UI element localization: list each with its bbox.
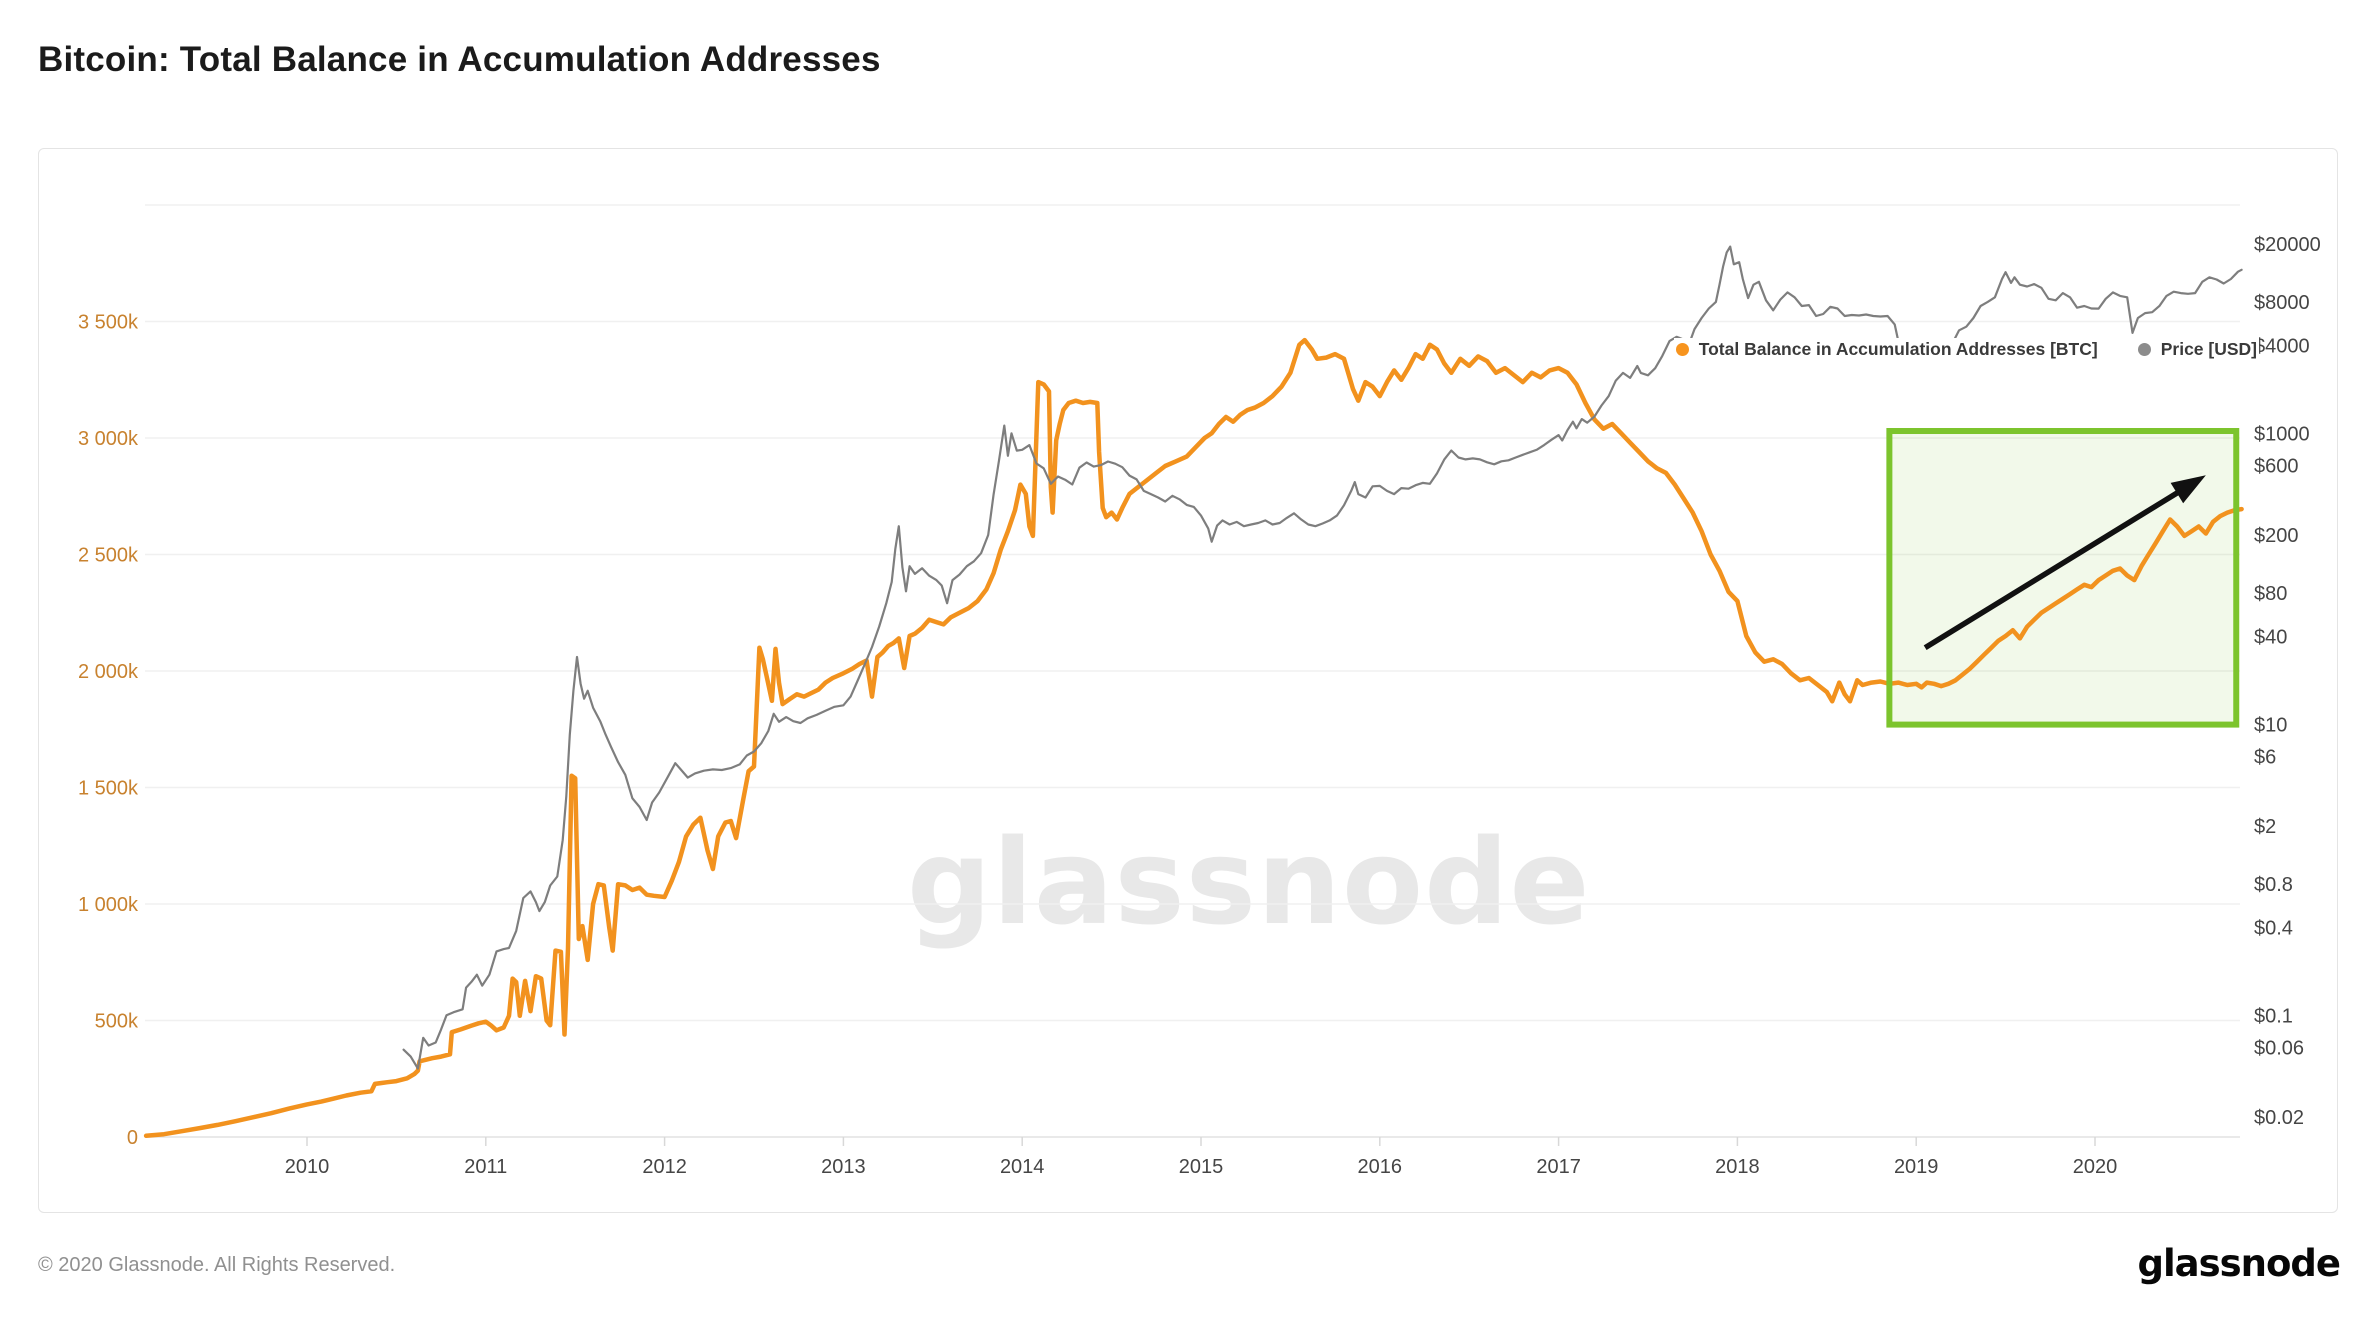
legend-item-label: Price [USD] (2160, 339, 2257, 359)
x-tick-label: 2013 (821, 1156, 866, 1178)
y-right-tick-label: $80 (2254, 583, 2287, 605)
y-right-tick-label: $0.06 (2254, 1038, 2304, 1060)
chart-plot: 0 500k 1 000k 1 500k 2 000k 2 500k 3 000k 3 500… (78, 204, 2321, 1178)
x-tick-label: 2012 (642, 1156, 687, 1178)
y-left-tick-label: 0 (127, 1127, 138, 1149)
y-right-tick-label: $200 (2254, 525, 2299, 547)
glassnode-logo: glassnode (2137, 1242, 2341, 1285)
y-left-tick-label: 2 500k (78, 545, 139, 567)
y-right-tick-label: $6 (2254, 747, 2276, 769)
chart-legend: Total Balance in Accumulation Addresses … (1673, 338, 2259, 361)
y-right-tick-label: $4000 (2254, 336, 2310, 358)
y-right-tick-label: $2 (2254, 816, 2276, 838)
legend-item-accumulation[interactable]: Total Balance in Accumulation Addresses … (1673, 338, 2100, 361)
x-tick-label: 2016 (1358, 1156, 1403, 1178)
highlight-box-border (1886, 428, 2240, 728)
y-right-tick-label: $0.8 (2254, 874, 2293, 896)
x-tick-label: 2018 (1715, 1156, 1760, 1178)
y-right-tick-label: $0.02 (2254, 1107, 2304, 1129)
chart-card: glassnode 0 500k 1 000k 1 500k 2 000k 2 500k 3… (38, 148, 2338, 1213)
x-tick-label: 2014 (1000, 1156, 1045, 1178)
legend-item-label: Total Balance in Accumulation Addresses … (1698, 339, 2098, 359)
x-tick-label: 2017 (1536, 1156, 1581, 1178)
y-left-tick-label: 2 000k (78, 661, 139, 683)
y-right-tick-label: $0.1 (2254, 1005, 2293, 1027)
y-right-tick-label: $40 (2254, 627, 2287, 649)
x-tick-label: 2010 (285, 1156, 330, 1178)
y-right-tick-label: $1000 (2254, 423, 2310, 445)
y-left-tick-label: 3 500k (78, 312, 139, 334)
x-tick-label: 2011 (464, 1156, 507, 1178)
footer-copyright: © 2020 Glassnode. All Rights Reserved. (38, 1254, 396, 1276)
legend-dot-icon (1675, 343, 1689, 356)
y-right-tick-label: $600 (2254, 456, 2299, 478)
series-accumulation-line (143, 337, 2244, 1139)
y-right-tick-label: $10 (2254, 714, 2287, 736)
x-tick-label: 2019 (1894, 1156, 1939, 1178)
trend-arrow-head (2170, 475, 2206, 504)
y-right-tick-label: $8000 (2254, 292, 2310, 314)
y-left-tick-label: 3 000k (78, 428, 139, 450)
x-tick-label: 2020 (2073, 1156, 2118, 1178)
y-left-tick-label: 1 000k (78, 894, 139, 916)
legend-item-price[interactable]: Price [USD] (2135, 338, 2259, 361)
x-tick-label: 2015 (1179, 1156, 1224, 1178)
y-left-tick-label: 500k (95, 1011, 139, 1033)
legend-dot-icon (2137, 343, 2151, 356)
page-title: Bitcoin: Total Balance in Accumulation A… (38, 40, 881, 79)
highlight-box-fill (1889, 431, 2237, 725)
y-left-tick-label: 1 500k (78, 778, 139, 800)
y-right-tick-label: $0.4 (2254, 918, 2293, 940)
trend-arrow-shaft (1923, 488, 2182, 651)
y-right-tick-label: $20000 (2254, 234, 2321, 256)
